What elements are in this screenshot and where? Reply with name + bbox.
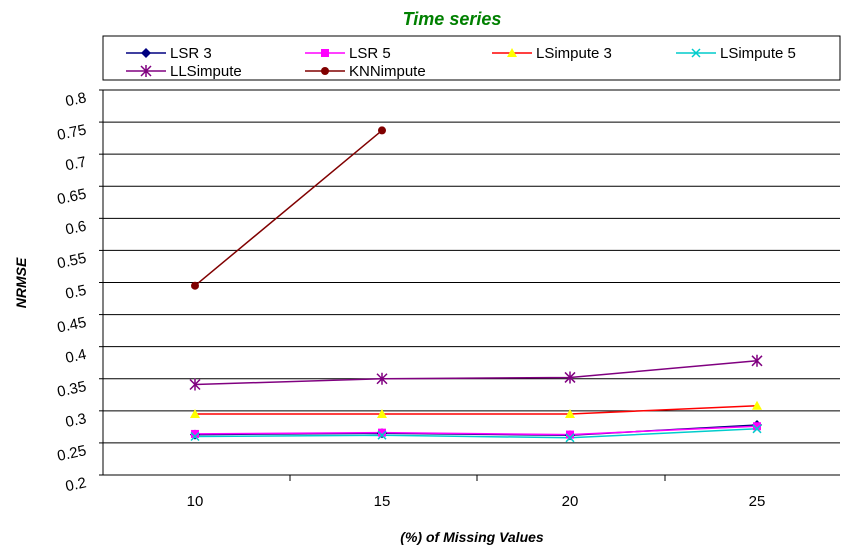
series-point-4-1 [376, 372, 388, 385]
series-line-3 [194, 428, 758, 439]
legend-label-0: LSR 3 [170, 45, 212, 62]
series-line-2 [195, 404, 758, 415]
x-tick-labels: 10 15 20 25 [187, 493, 766, 510]
series-point-4-3 [751, 354, 763, 367]
legend-label-4: LLSimpute [170, 63, 242, 80]
series-line-5 [194, 129, 383, 287]
legend-label-5: KNNimpute [349, 63, 426, 80]
y-tick-label: 0.45 [56, 314, 88, 337]
series-point-1-3 [753, 422, 761, 431]
x-tick-label: 20 [562, 493, 579, 510]
y-tick-label: 0.8 [64, 89, 88, 110]
series-point-2-3 [752, 400, 762, 410]
series-point-2-1 [377, 409, 387, 419]
series-line-1 [194, 425, 758, 436]
y-tick-labels: 0.2 0.25 0.3 0.35 0.4 0.45 0.5 0.55 0.6 0.65 0.7 0.… [56, 89, 88, 495]
legend: LSR 3 LSR 5 LSimpute 3 LSimpute 5 LLSimpute K… [126, 45, 796, 80]
axes [99, 89, 840, 481]
y-tick-label: 0.25 [56, 442, 88, 465]
series-point-3-2 [565, 433, 575, 443]
y-tick-label: 0.6 [64, 218, 88, 239]
y-tick-label: 0.55 [56, 250, 88, 273]
y-tick-label: 0.5 [64, 282, 88, 303]
y-axis-label: NRMSE [13, 257, 29, 308]
legend-swatch-marker-2 [507, 48, 517, 57]
chart-title: Time series [403, 9, 502, 29]
series-point-3-3 [752, 424, 762, 434]
y-tick-label: 0.65 [56, 186, 88, 209]
y-tick-label: 0.75 [56, 121, 88, 144]
legend-label-1: LSR 5 [349, 45, 391, 62]
series-point-3-0 [190, 431, 200, 442]
series-markers [189, 126, 763, 443]
y-tick-label: 0.7 [64, 153, 88, 174]
legend-label-2: LSimpute 3 [536, 45, 612, 62]
series-point-2-2 [565, 409, 575, 419]
x-tick-label: 15 [374, 493, 391, 510]
y-tick-label: 0.2 [64, 474, 88, 495]
x-axis-label: (%) of Missing Values [400, 529, 544, 545]
series-lines [194, 129, 758, 439]
series-point-1-2 [566, 430, 574, 439]
legend-label-3: LSimpute 5 [720, 45, 796, 62]
series-point-2-0 [190, 409, 200, 419]
y-tick-label: 0.3 [64, 410, 88, 431]
series-point-4-0 [189, 378, 201, 391]
series-point-3-1 [377, 430, 387, 440]
legend-swatch-marker-3 [691, 48, 701, 58]
legend-box [102, 35, 841, 81]
gridlines [103, 89, 840, 444]
legend-swatch-marker-1 [321, 49, 329, 57]
y-tick-label: 0.4 [64, 346, 88, 367]
x-tick-label: 25 [749, 493, 766, 510]
legend-swatch-marker-4 [140, 65, 152, 77]
series-point-5-0 [191, 281, 199, 290]
series-point-5-1 [378, 126, 386, 135]
legend-swatch-marker-5 [321, 67, 329, 75]
y-tick-label: 0.35 [56, 378, 88, 401]
x-tick-label: 10 [187, 493, 204, 510]
legend-swatch-marker-0 [141, 48, 151, 58]
series-point-1-1 [378, 428, 386, 437]
series-point-4-2 [564, 371, 576, 384]
series-point-1-0 [191, 429, 199, 438]
series-line-4 [194, 360, 758, 386]
